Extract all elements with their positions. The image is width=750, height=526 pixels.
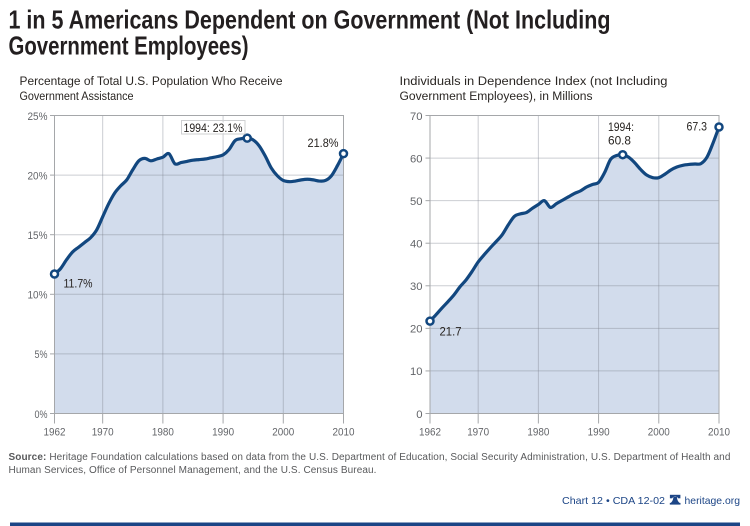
svg-text:5%: 5% [35,349,48,361]
svg-text:heritage.org: heritage.org [685,495,741,507]
svg-text:Government Employees): Government Employees) [9,31,249,61]
svg-text:20%: 20% [28,170,48,182]
svg-text:1994:: 1994: [608,120,634,134]
svg-text:Government Employees), in Mill: Government Employees), in Millions [400,89,593,103]
svg-text:1962: 1962 [419,427,441,439]
svg-text:Percentage of Total U.S. Popul: Percentage of Total U.S. Population Who … [20,74,283,88]
svg-text:40: 40 [410,239,423,251]
svg-text:10%: 10% [28,290,48,302]
svg-text:2010: 2010 [333,427,355,439]
svg-text:1990: 1990 [588,427,610,439]
svg-text:1980: 1980 [527,427,549,439]
svg-text:15%: 15% [28,230,48,242]
svg-text:1962: 1962 [44,427,66,439]
svg-text:2010: 2010 [708,427,730,439]
svg-text:1994: 23.1%: 1994: 23.1% [184,121,243,135]
svg-text:60: 60 [410,153,423,165]
svg-text:Chart 12 • CDA 12-02: Chart 12 • CDA 12-02 [562,495,665,507]
svg-text:70: 70 [410,111,423,123]
svg-text:11.7%: 11.7% [64,277,93,291]
svg-text:0%: 0% [35,409,48,421]
svg-text:20: 20 [410,324,423,336]
svg-text:1 in 5 Americans Dependent on: 1 in 5 Americans Dependent on Government… [9,4,611,34]
svg-text:1980: 1980 [152,427,174,439]
svg-text:Individuals in Dependence Inde: Individuals in Dependence Index (not Inc… [400,74,668,88]
svg-text:30: 30 [410,281,423,293]
svg-text:1990: 1990 [212,427,234,439]
svg-text:0: 0 [416,409,422,421]
svg-text:25%: 25% [28,111,48,123]
svg-text:2000: 2000 [648,427,670,439]
svg-text:10: 10 [410,366,423,378]
svg-text:Government Assistance: Government Assistance [20,89,134,103]
svg-text:1970: 1970 [92,427,114,439]
svg-text:2000: 2000 [272,427,294,439]
svg-text:50: 50 [410,196,423,208]
svg-text:1970: 1970 [467,427,489,439]
svg-text:60.8: 60.8 [608,134,631,148]
svg-text:67.3: 67.3 [687,119,708,133]
svg-text:21.7: 21.7 [440,324,462,338]
svg-text:21.8%: 21.8% [308,136,339,150]
